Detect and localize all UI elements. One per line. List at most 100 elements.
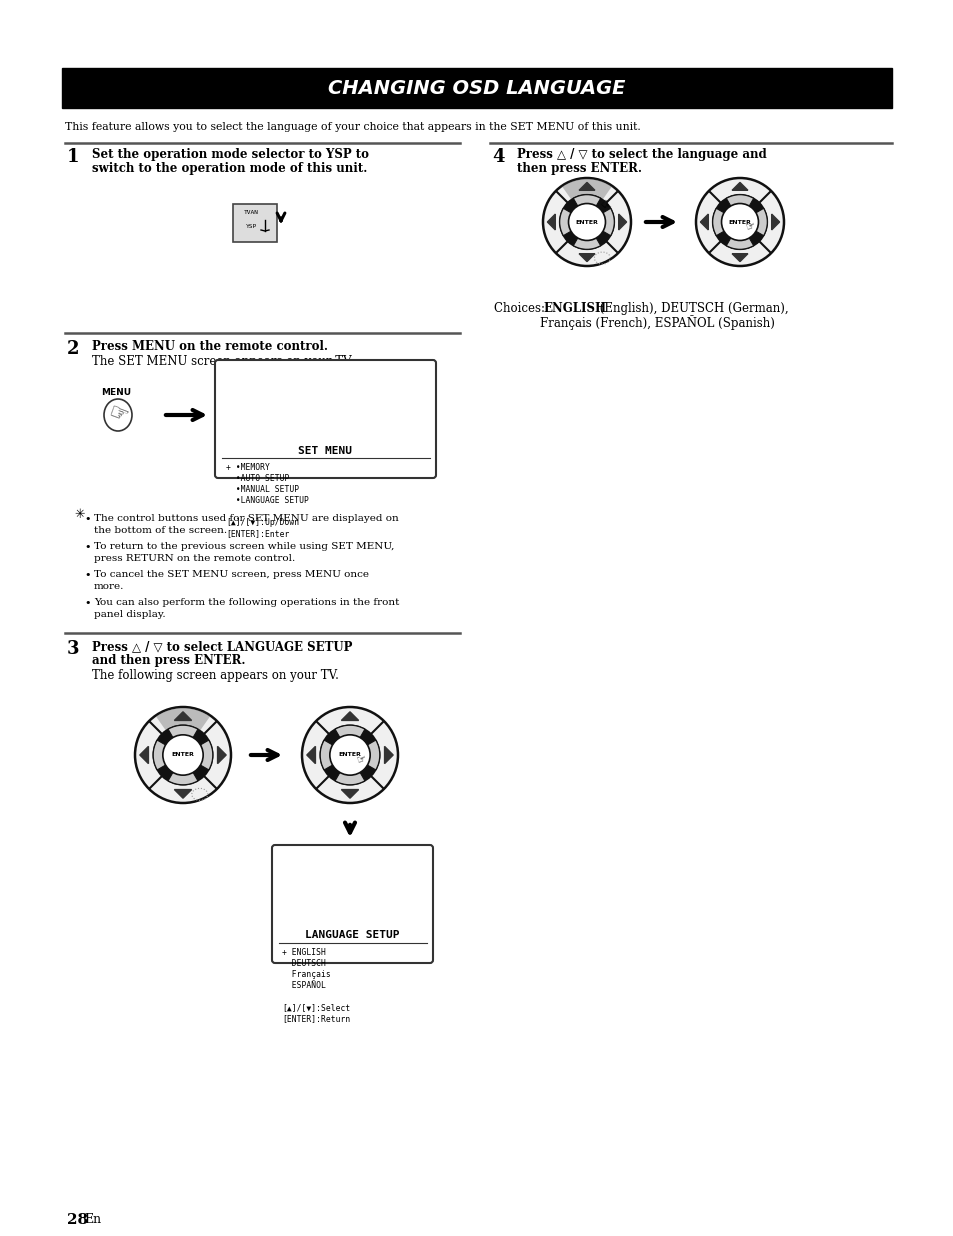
Ellipse shape xyxy=(559,195,614,250)
Text: 4: 4 xyxy=(492,148,504,166)
Wedge shape xyxy=(573,222,600,250)
Text: Set the operation mode selector to YSP to: Set the operation mode selector to YSP t… xyxy=(91,148,369,161)
Ellipse shape xyxy=(320,726,379,785)
Polygon shape xyxy=(700,214,707,230)
Wedge shape xyxy=(725,222,753,250)
Text: SET MENU: SET MENU xyxy=(297,446,352,456)
Text: •: • xyxy=(84,543,91,552)
Ellipse shape xyxy=(720,204,758,241)
Text: Français (French), ESPAÑOL (Spanish): Français (French), ESPAÑOL (Spanish) xyxy=(539,315,774,330)
Text: LANGUAGE SETUP: LANGUAGE SETUP xyxy=(304,929,399,941)
Polygon shape xyxy=(341,790,358,798)
Polygon shape xyxy=(140,747,149,764)
Text: [▲]/[▼]:Up/Down: [▲]/[▼]:Up/Down xyxy=(226,518,299,527)
Text: 2: 2 xyxy=(67,340,79,358)
Text: ESPAÑOL: ESPAÑOL xyxy=(282,981,326,990)
Wedge shape xyxy=(350,740,379,770)
Text: TVAN: TVAN xyxy=(243,210,258,215)
Ellipse shape xyxy=(163,735,203,775)
Text: •MANUAL SETUP: •MANUAL SETUP xyxy=(226,485,299,494)
Polygon shape xyxy=(217,747,226,764)
Text: To return to the previous screen while using SET MENU,: To return to the previous screen while u… xyxy=(94,543,394,551)
Ellipse shape xyxy=(302,707,397,803)
Text: Press MENU on the remote control.: Press MENU on the remote control. xyxy=(91,340,328,353)
Text: [▲]/[▼]:Select: [▲]/[▼]:Select xyxy=(282,1002,350,1012)
Text: press RETURN on the remote control.: press RETURN on the remote control. xyxy=(94,554,294,564)
Polygon shape xyxy=(578,183,595,190)
Text: 28: 28 xyxy=(67,1213,88,1227)
Polygon shape xyxy=(618,214,626,230)
Polygon shape xyxy=(307,747,315,764)
Text: •LANGUAGE SETUP: •LANGUAGE SETUP xyxy=(226,496,309,506)
Text: YSP: YSP xyxy=(245,225,256,230)
Wedge shape xyxy=(561,179,611,222)
Polygon shape xyxy=(771,214,779,230)
Text: 3: 3 xyxy=(67,640,79,658)
Polygon shape xyxy=(578,253,595,262)
Text: 1: 1 xyxy=(67,148,79,166)
Wedge shape xyxy=(168,726,197,755)
Wedge shape xyxy=(586,209,614,236)
Text: + •MEMORY: + •MEMORY xyxy=(226,464,270,472)
Wedge shape xyxy=(740,209,766,236)
FancyBboxPatch shape xyxy=(214,360,436,478)
Ellipse shape xyxy=(696,178,783,266)
Ellipse shape xyxy=(542,178,630,266)
Text: ENTER: ENTER xyxy=(338,753,361,758)
Text: This feature allows you to select the language of your choice that appears in th: This feature allows you to select the la… xyxy=(65,122,640,132)
Wedge shape xyxy=(153,740,183,770)
Text: •AUTO SETUP: •AUTO SETUP xyxy=(226,473,289,483)
Text: ☞: ☞ xyxy=(743,220,757,232)
Wedge shape xyxy=(335,726,364,755)
Text: ENTER: ENTER xyxy=(575,220,598,225)
Text: To cancel the SET MENU screen, press MENU once: To cancel the SET MENU screen, press MEN… xyxy=(94,570,369,578)
Wedge shape xyxy=(573,195,600,222)
Text: switch to the operation mode of this unit.: switch to the operation mode of this uni… xyxy=(91,162,367,176)
Text: DEUTSCH: DEUTSCH xyxy=(282,959,326,968)
Text: Press △ / ▽ to select LANGUAGE SETUP: Press △ / ▽ to select LANGUAGE SETUP xyxy=(91,640,352,653)
Text: The control buttons used for SET MENU are displayed on: The control buttons used for SET MENU ar… xyxy=(94,514,398,523)
Wedge shape xyxy=(168,755,197,785)
Text: the bottom of the screen.: the bottom of the screen. xyxy=(94,527,227,535)
Text: ☞: ☞ xyxy=(355,754,368,766)
Text: •: • xyxy=(84,514,91,524)
Text: then press ENTER.: then press ENTER. xyxy=(517,162,641,176)
Text: Choices:: Choices: xyxy=(494,302,548,315)
Text: ✳: ✳ xyxy=(74,508,85,522)
Polygon shape xyxy=(384,747,393,764)
FancyBboxPatch shape xyxy=(233,204,276,242)
Text: •: • xyxy=(84,570,91,580)
Wedge shape xyxy=(156,708,210,755)
Polygon shape xyxy=(341,712,358,721)
Text: ENTER: ENTER xyxy=(172,753,194,758)
Wedge shape xyxy=(320,740,350,770)
Text: panel display.: panel display. xyxy=(94,611,166,619)
Text: MENU: MENU xyxy=(101,388,131,397)
Text: En: En xyxy=(84,1213,101,1226)
Wedge shape xyxy=(183,740,213,770)
Text: You can also perform the following operations in the front: You can also perform the following opera… xyxy=(94,598,399,607)
Text: Français: Français xyxy=(282,970,331,979)
Ellipse shape xyxy=(712,195,766,250)
Text: (English), DEUTSCH (German),: (English), DEUTSCH (German), xyxy=(596,302,788,315)
Text: + ENGLISH: + ENGLISH xyxy=(282,948,326,957)
Polygon shape xyxy=(731,183,747,190)
Text: •: • xyxy=(84,598,91,608)
Ellipse shape xyxy=(330,735,370,775)
Text: more.: more. xyxy=(94,582,124,591)
Ellipse shape xyxy=(153,726,213,785)
FancyBboxPatch shape xyxy=(272,845,433,963)
Text: Press △ / ▽ to select the language and: Press △ / ▽ to select the language and xyxy=(517,148,766,161)
Text: [ENTER]:Enter: [ENTER]:Enter xyxy=(226,529,289,538)
Ellipse shape xyxy=(135,707,231,803)
Text: The SET MENU screen appears on your TV.: The SET MENU screen appears on your TV. xyxy=(91,355,353,368)
Bar xyxy=(62,68,891,108)
Polygon shape xyxy=(174,712,192,721)
Polygon shape xyxy=(174,790,192,798)
Text: and then press ENTER.: and then press ENTER. xyxy=(91,654,245,667)
Wedge shape xyxy=(559,209,586,236)
Ellipse shape xyxy=(568,204,605,241)
Text: CHANGING OSD LANGUAGE: CHANGING OSD LANGUAGE xyxy=(328,79,625,98)
Wedge shape xyxy=(335,755,364,785)
Text: The following screen appears on your TV.: The following screen appears on your TV. xyxy=(91,669,338,682)
